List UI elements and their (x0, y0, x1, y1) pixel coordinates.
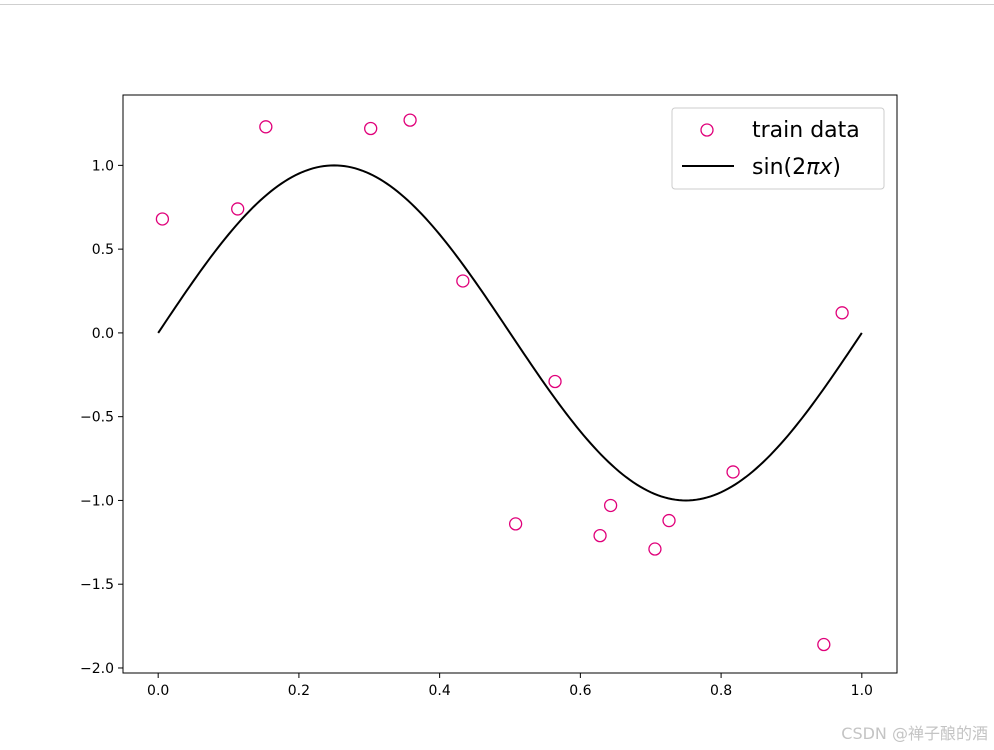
data-point-train (259, 120, 273, 134)
y-tick-label: −1.0 (80, 493, 114, 509)
x-tick-label: 0.6 (569, 683, 591, 699)
x-tick-label: 0.4 (429, 683, 451, 699)
data-point-train (155, 212, 170, 226)
data-point-train (662, 513, 676, 528)
y-tick-label: −0.5 (80, 410, 114, 426)
data-point-train (648, 542, 662, 556)
x-tick-label: 1.0 (851, 683, 873, 699)
legend-label-train-data: train data (752, 118, 860, 143)
plot-area (155, 113, 863, 652)
series-line-sin (157, 164, 863, 502)
y-tick-label: 1.0 (92, 158, 114, 174)
data-point-train (817, 637, 831, 652)
legend-label-sin: sin(2πx) (752, 155, 841, 180)
window-top-border (0, 0, 994, 5)
x-tick-label: 0.0 (147, 683, 169, 699)
x-axis: 0.0 0.2 0.4 0.6 0.8 1.0 (147, 673, 873, 699)
data-point-train (835, 306, 849, 320)
data-point-train (726, 465, 740, 479)
data-point-train (231, 202, 245, 216)
data-point-train (593, 528, 607, 543)
legend: train data sin(2πx) (671, 107, 885, 190)
data-point-train (456, 274, 470, 288)
y-tick-label: −2.0 (80, 661, 114, 677)
x-tick-label: 0.2 (288, 683, 310, 699)
data-point-train (403, 113, 417, 127)
data-point-train (548, 374, 562, 389)
x-tick-label: 0.8 (710, 683, 732, 699)
data-point-train (603, 498, 618, 513)
legend-box (671, 107, 885, 190)
y-tick-label: −1.5 (80, 577, 114, 593)
data-point-train (508, 517, 523, 531)
data-point-train (364, 121, 378, 136)
watermark: CSDN @禅子酿的酒 (841, 724, 988, 743)
legend-marker-train-data (700, 123, 714, 137)
axes-frame (122, 94, 898, 674)
y-tick-label: 0.5 (92, 242, 114, 258)
y-axis: −2.0 −1.5 −1.0 −0.5 0.0 0.5 1.0 (80, 158, 123, 677)
y-tick-label: 0.0 (92, 326, 114, 342)
